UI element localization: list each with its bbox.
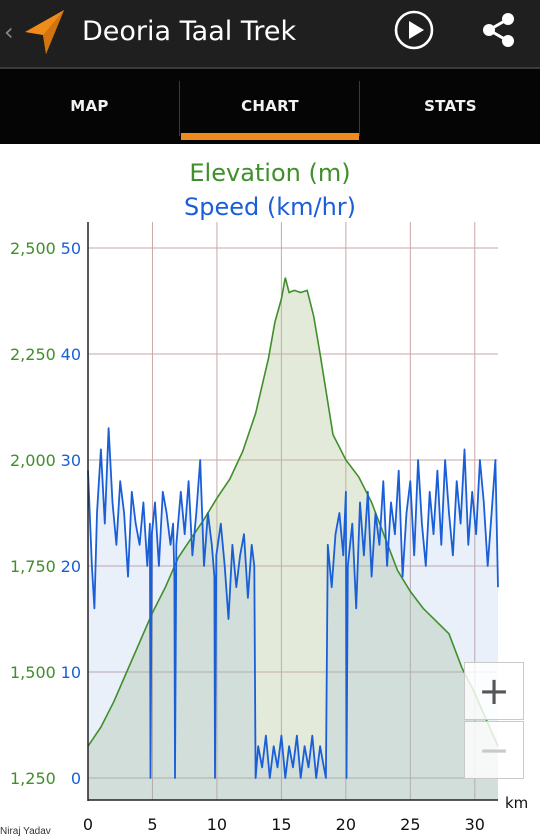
app-bar: ‹ Deoria Taal Trek [0,0,540,69]
y-right-tick-label: 50 [61,239,81,258]
chevron-left-icon[interactable]: ‹ [4,18,14,46]
x-tick-label: 10 [207,815,227,834]
chart-subtitle: Speed (km/hr) [183,193,357,221]
app-bar-divider [0,67,540,69]
y-right-tick-label: 20 [61,557,81,576]
zoom-out-button[interactable]: − [464,721,524,779]
x-tick-label: 5 [147,815,157,834]
y-left-tick-label: 2,500 [10,239,56,258]
tab-stats[interactable]: STATS [424,97,477,115]
y-right-tick-label: 40 [61,345,81,364]
x-tick-label: 30 [465,815,485,834]
x-tick-label: 25 [400,815,420,834]
y-right-tick-label: 0 [71,769,81,788]
zoom-in-button[interactable]: + [464,662,524,720]
share-icon[interactable] [479,11,517,49]
tab-chart[interactable]: CHART [241,97,299,115]
tab-map[interactable]: MAP [70,97,109,115]
y-left-tick-label: 1,750 [10,557,56,576]
elevation-line [87,277,499,747]
tab-separator [359,81,360,136]
navigation-arrow-icon[interactable] [20,6,70,58]
y-right-tick-label: 10 [61,663,81,682]
chart-title: Elevation (m) [189,159,351,187]
speed-line [87,427,499,779]
app-title: Deoria Taal Trek [82,16,297,47]
y-left-tick-label: 1,250 [10,769,56,788]
y-right-tick-label: 30 [61,451,81,470]
attribution-text: Niraj Yadav [0,826,51,837]
y-left-tick-label: 2,250 [10,345,56,364]
y-left-tick-label: 2,000 [10,451,56,470]
tab-bar: MAP CHART STATS [0,69,540,144]
tab-separator [179,81,180,136]
x-tick-label: 0 [83,815,93,834]
x-tick-label: 20 [336,815,356,834]
play-icon[interactable] [393,9,435,51]
x-axis-label: km [505,794,528,812]
elevation-area [88,277,498,800]
y-left-tick-label: 1,500 [10,663,56,682]
x-tick-label: 15 [271,815,291,834]
tab-selected-indicator [181,133,359,140]
